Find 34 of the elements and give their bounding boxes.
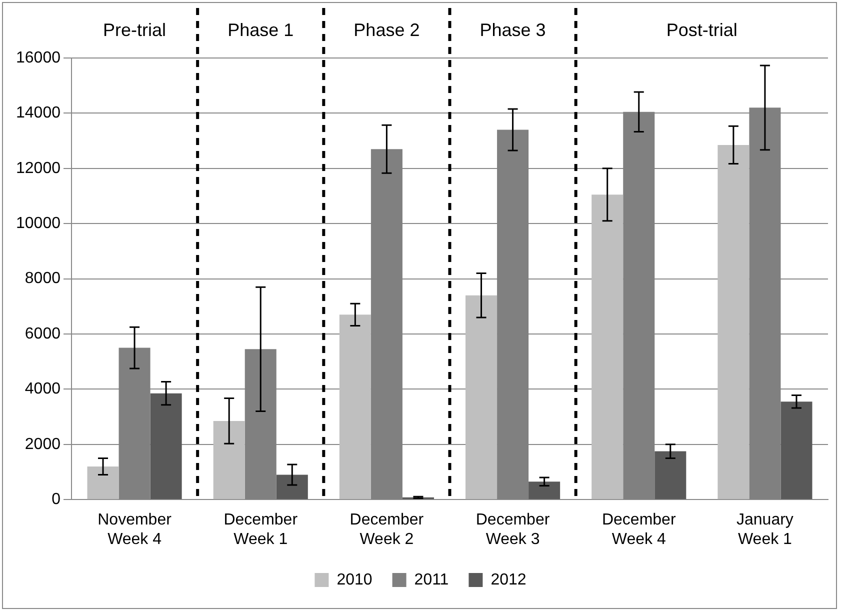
y-tick-label: 12000 [16,160,61,177]
text: Pre-trial [103,20,166,40]
x-tick-label: November Week 4 [98,512,172,548]
y-tick-label: 16000 [16,49,61,66]
text: Post-trial [666,20,738,40]
y-tick-label: 8000 [24,270,61,288]
x-tick-label: January Week 1 [736,512,794,548]
y-tick-label: 14000 [16,104,61,122]
text: Phase 1 [228,20,294,40]
y-tick-label: 0 [52,491,61,508]
y-tick-label: 4000 [24,380,61,398]
legend-label: 2010 [336,571,372,588]
text: Phase 3 [480,20,546,40]
bar [528,482,560,500]
bar [466,295,498,500]
bar [780,402,812,500]
x-tick-label: December Week 3 [476,512,550,548]
legend-label: 2012 [490,571,526,588]
x-tick-label: December Week 4 [602,512,676,548]
bar [592,194,624,500]
legend-label: 2011 [414,571,449,588]
x-tick-label: December Week 1 [224,512,298,548]
y-tick-label: 10000 [16,215,61,232]
text: Phase 2 [354,20,420,40]
bar [654,451,686,500]
bar [718,144,750,500]
bar [276,474,308,500]
bar [213,420,245,500]
x-tick-label: December Week 2 [350,512,424,548]
bar [150,393,182,500]
y-tick-label: 6000 [24,325,61,342]
bar [339,314,371,500]
bar [87,466,119,500]
y-tick-label: 2000 [24,436,61,453]
